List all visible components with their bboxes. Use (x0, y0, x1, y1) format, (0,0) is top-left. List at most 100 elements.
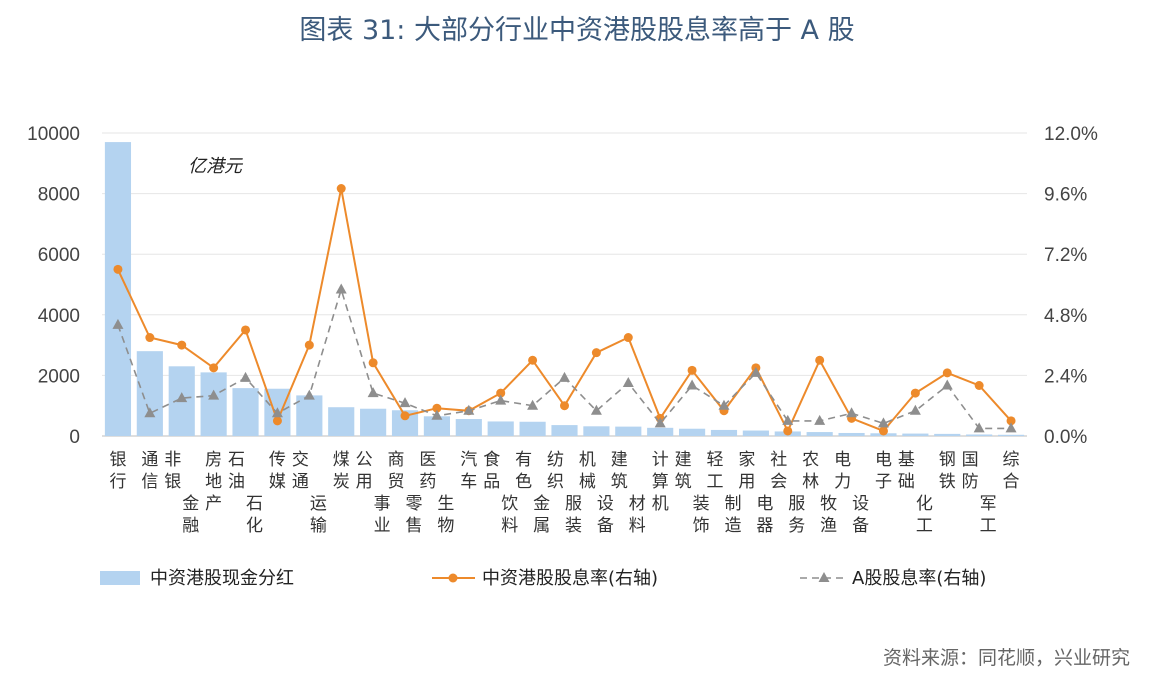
category-text: 牧渔 (820, 494, 837, 536)
category-label: 通信 (141, 450, 158, 492)
category-text: 生物 (437, 494, 454, 536)
a-share-yield-point (144, 407, 156, 418)
category-label: 综合 (1003, 450, 1020, 492)
right-tick-label: 9.6% (1044, 185, 1087, 206)
category-text: 运输 (310, 494, 327, 536)
category-label: 房地产 (205, 450, 222, 514)
category-label: 钢铁 (939, 450, 956, 492)
category-text: 交通 (292, 450, 309, 492)
category-text: 服务 (788, 494, 805, 536)
a-share-yield-point (271, 407, 283, 418)
hk-yield-point (496, 388, 506, 398)
category-text: 房地产 (205, 450, 222, 514)
category-text: 军工 (980, 494, 997, 536)
bar (615, 426, 642, 436)
category-text: 国防 (962, 450, 979, 492)
a-share-yield-point (941, 379, 953, 390)
category-text: 设备 (852, 494, 869, 536)
category-text: 装饰 (693, 494, 710, 536)
category-text: 电力 (834, 450, 851, 492)
a-share-yield-point (718, 399, 730, 410)
chart-title: 图表 31: 大部分行业中资港股股息率高于 A 股 (299, 15, 855, 46)
hk-yield-point (336, 184, 346, 194)
bar (902, 433, 929, 436)
category-label: 计算机 (652, 450, 669, 514)
a-share-yield-point (877, 417, 889, 428)
bar (519, 421, 546, 436)
hk-yield-point (241, 325, 251, 335)
bar (296, 395, 323, 436)
a-share-yield-point (399, 397, 411, 408)
category-text: 煤炭 (333, 450, 350, 492)
hk-yield-point (528, 355, 538, 365)
bar (136, 351, 163, 436)
category-text: 事业 (374, 494, 391, 536)
right-tick-label: 0.0% (1044, 427, 1087, 448)
right-tick-label: 7.2% (1044, 245, 1087, 266)
hk-yield-point (942, 368, 952, 378)
category-text: 通信 (141, 450, 158, 492)
hk-yield-point (113, 264, 123, 274)
legend: 中资港股现金分红 中资港股股息率(右轴) A股股息率(右轴) (100, 568, 986, 589)
a-share-yield-point (303, 389, 315, 400)
a-share-yield-point (846, 407, 858, 418)
category-text: 综合 (1003, 450, 1020, 492)
bar (455, 419, 482, 436)
category-text: 石油 (228, 450, 245, 492)
a-share-yield-point (973, 422, 985, 433)
category-text: 基础 (898, 450, 915, 492)
legend-marker (818, 572, 830, 582)
a-share-yield-point (686, 379, 698, 390)
a-share-yield-point (909, 404, 921, 415)
left-tick-label: 8000 (38, 185, 80, 206)
hk-yield-point (623, 333, 633, 343)
hk-yield-point (815, 355, 825, 365)
right-tick-label: 2.4% (1044, 366, 1087, 387)
category-text: 机械 (579, 450, 596, 492)
bar (583, 426, 610, 436)
hk-yield-point (304, 340, 314, 350)
category-text: 电器 (756, 494, 773, 536)
a-share-yield-point (559, 371, 570, 382)
a-share-yield-point (782, 414, 794, 425)
hk-yield-point (910, 388, 920, 398)
bar (710, 429, 738, 436)
category-text: 电子 (875, 450, 892, 492)
a-share-yield-point (1005, 422, 1017, 433)
bar (360, 408, 387, 436)
category-text: 银行 (109, 450, 126, 492)
left-tick-label: 6000 (38, 245, 80, 266)
bar (551, 425, 578, 436)
category-text: 纺织 (547, 450, 564, 492)
right-tick-label: 12.0% (1044, 124, 1098, 145)
legend-label: 中资港股股息率(右轴) (482, 568, 658, 589)
a-share-yield-point (367, 387, 379, 398)
category-text: 食品 (483, 450, 500, 492)
a-share-yield-point (527, 399, 539, 410)
category-text: 汽车 (460, 450, 477, 492)
bar (934, 433, 961, 436)
category-label: 传媒 (269, 450, 286, 492)
category-text: 金融 (182, 494, 199, 536)
bar (806, 432, 833, 436)
legend-label: A股股息率(右轴) (852, 568, 986, 589)
a-share-yield-point (590, 404, 602, 415)
category-text: 饮料 (501, 494, 518, 536)
a-share-yield-point (335, 283, 347, 294)
legend-marker (448, 573, 458, 583)
category-text: 商贸 (388, 450, 405, 492)
bar (966, 434, 993, 436)
